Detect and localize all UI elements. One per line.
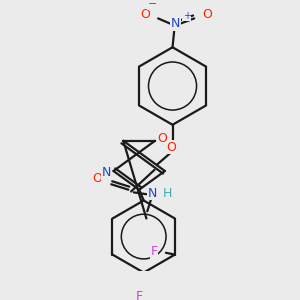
Text: O: O — [158, 132, 167, 145]
Text: N: N — [102, 166, 111, 179]
Text: O: O — [92, 172, 102, 185]
Text: O: O — [141, 8, 150, 21]
Text: F: F — [136, 290, 143, 300]
Text: O: O — [202, 8, 212, 21]
Text: N: N — [148, 187, 158, 200]
Text: −: − — [148, 0, 158, 9]
Text: +: + — [183, 11, 191, 21]
Text: N: N — [171, 17, 180, 30]
Text: F: F — [151, 245, 158, 258]
Text: O: O — [166, 141, 176, 154]
Text: H: H — [162, 187, 172, 200]
